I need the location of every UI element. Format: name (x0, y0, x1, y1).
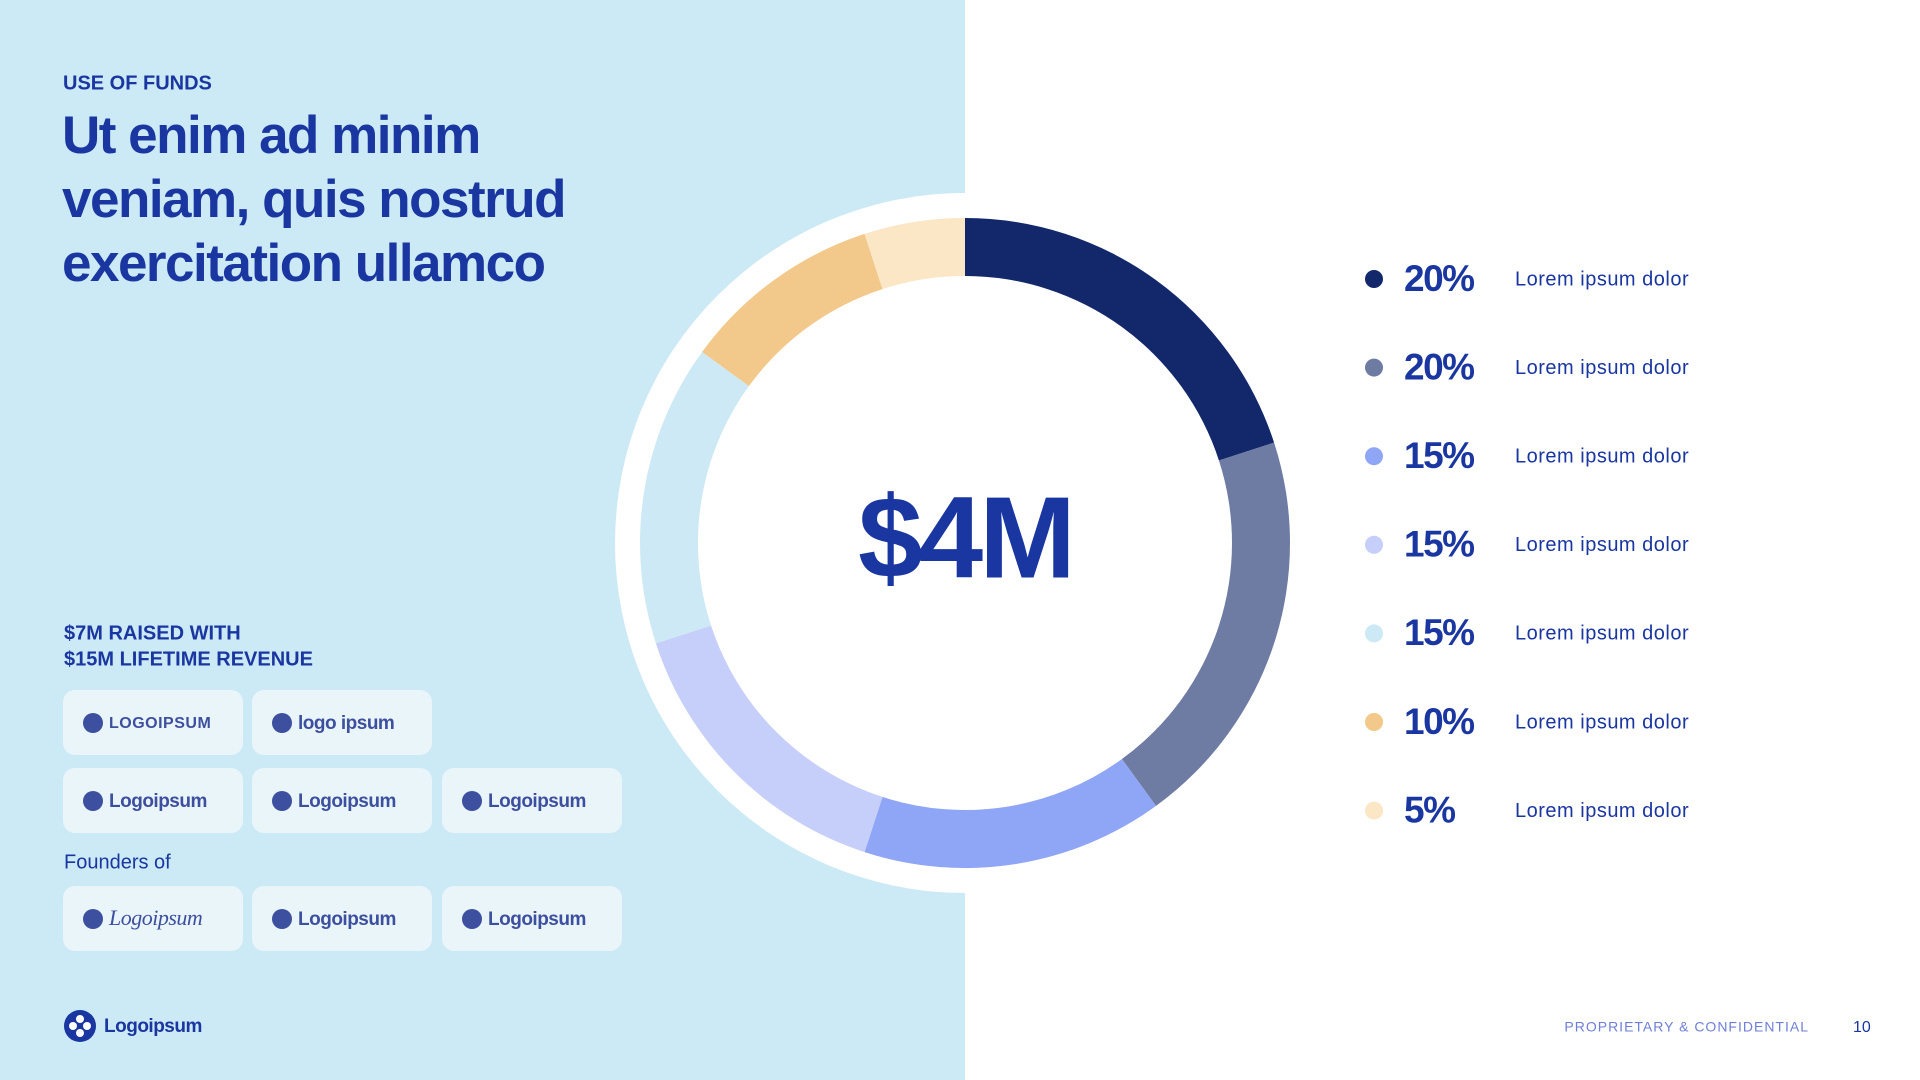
logo-card (252, 768, 432, 833)
logo-icon (462, 791, 482, 811)
founders-label: Founders of (64, 851, 171, 873)
donut-segment (702, 233, 883, 387)
legend-dot (1365, 713, 1383, 731)
logo-card (442, 886, 622, 951)
brand-name: Logoipsum (104, 1016, 202, 1037)
legend-label: Lorem ipsum dolor (1515, 711, 1689, 733)
donut-segment (639, 351, 749, 644)
logo-icon (83, 791, 103, 811)
value-label: 15% (1404, 612, 1474, 653)
title: veniam, quis nostrud (62, 170, 565, 229)
title: Ut enim ad minim (62, 106, 480, 165)
value-label: 10% (1404, 701, 1474, 742)
legend-label: Lorem ipsum dolor (1515, 534, 1689, 556)
donut-segment (655, 625, 883, 853)
page-number: 10 (1853, 1019, 1871, 1036)
legend-dot (1365, 624, 1383, 643)
logo-text: LOGOIPSUM (109, 715, 211, 732)
logo-text: Logoipsum (298, 791, 396, 812)
eyebrow: USE OF FUNDS (63, 72, 212, 94)
donut-segment (864, 759, 1157, 868)
brand-icon-detail (69, 1015, 91, 1037)
legend-label: Lorem ipsum dolor (1515, 445, 1689, 467)
logo-icon (272, 909, 292, 929)
legend-label: Lorem ipsum dolor (1515, 268, 1689, 290)
logo-card (252, 886, 432, 951)
logo-card (63, 690, 243, 755)
value-label: 20% (1404, 258, 1474, 299)
logo-icon (272, 791, 292, 811)
donut-segment (1121, 442, 1290, 806)
legend-dot (1365, 270, 1383, 288)
traction-line: $7M RAISED WITH (64, 622, 241, 644)
title: exercitation ullamco (62, 234, 545, 293)
logo-card (442, 768, 622, 833)
brand-icon (64, 1010, 96, 1042)
logo-text: Logoipsum (108, 905, 202, 930)
logo-card (63, 768, 243, 833)
legend-dot (1365, 447, 1383, 466)
logo-icon (83, 713, 103, 733)
logo-card (63, 886, 243, 951)
donut-segment (965, 218, 1275, 461)
logo-text: logo ipsum (298, 713, 394, 734)
value-label: 15% (1404, 524, 1474, 565)
legend-dot (1365, 358, 1383, 377)
logo-text: Logoipsum (109, 791, 207, 812)
legend-label: Lorem ipsum dolor (1515, 623, 1689, 645)
donut-backdrop (615, 193, 1315, 893)
center-label: $4M (858, 473, 1072, 603)
logo-card (252, 690, 432, 755)
confidential: PROPRIETARY & CONFIDENTIAL (1564, 1019, 1809, 1035)
logo-icon (272, 713, 292, 733)
traction-line: $15M LIFETIME REVENUE (64, 648, 313, 670)
logo-text: Logoipsum (488, 791, 586, 812)
value-label: 20% (1404, 346, 1474, 387)
legend-dot (1365, 535, 1383, 554)
legend-label: Lorem ipsum dolor (1515, 357, 1689, 379)
logo-text: Logoipsum (298, 909, 396, 930)
logo-icon (462, 909, 482, 929)
value-label: 15% (1404, 435, 1474, 476)
legend-dot (1365, 801, 1383, 820)
logo-text: Logoipsum (488, 909, 586, 930)
legend-label: Lorem ipsum dolor (1515, 800, 1689, 822)
donut-segment (864, 218, 965, 290)
logo-icon (83, 909, 103, 929)
value-label: 5% (1404, 789, 1455, 830)
